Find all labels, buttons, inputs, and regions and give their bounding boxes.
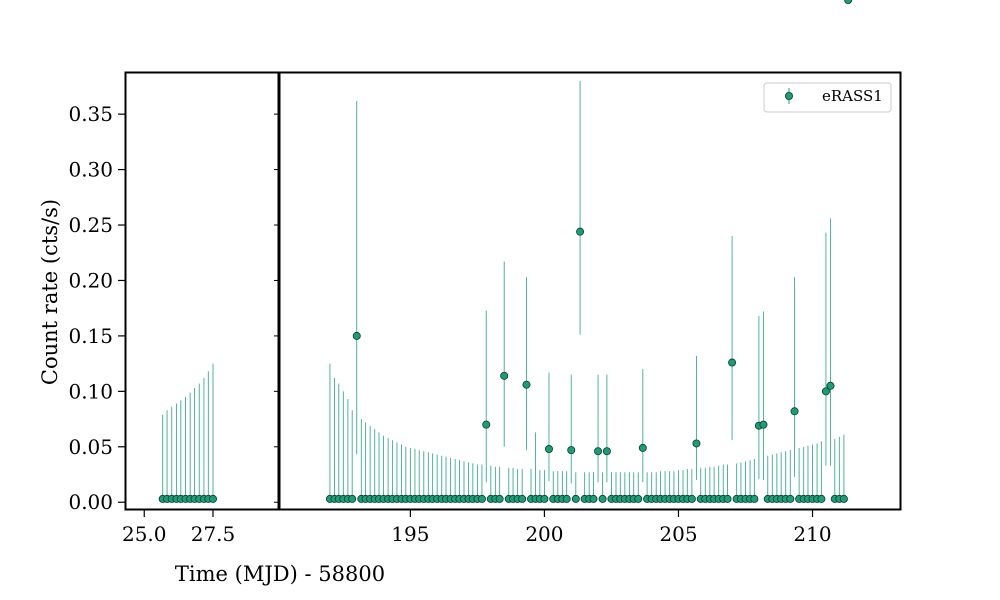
y-axis-title: Count rate (cts/s) [38, 199, 62, 385]
legend: eRASS1 [763, 82, 892, 113]
data-point [839, 494, 848, 503]
x-tick-label: 205 [659, 522, 697, 546]
right-panel-data [325, 0, 853, 503]
data-point [540, 494, 549, 503]
data-point [821, 387, 830, 396]
legend-box [763, 82, 892, 113]
data-point [602, 447, 611, 456]
data-point [759, 420, 768, 429]
data-point [348, 494, 357, 503]
left-panel-frame [124, 71, 280, 511]
data-point [522, 380, 531, 389]
y-tick-label: 0.00 [68, 490, 113, 514]
right-panel-y-ticks [274, 113, 279, 503]
data-point [687, 494, 696, 503]
data-point [598, 494, 607, 503]
x-tick-label: 27.5 [191, 522, 236, 546]
data-point [567, 446, 576, 455]
left-panel: 25.0 27.5 0.00 0.05 0.10 0.15 0.20 0.25 0.30 0.3… [68, 71, 280, 546]
x-tick-label: 25.0 [122, 522, 167, 546]
y-axis: 0.00 0.05 0.10 0.15 0.20 0.25 0.30 0.35 [68, 102, 125, 514]
y-tick-label: 0.25 [68, 213, 113, 237]
right-panel-frame [278, 71, 902, 511]
data-point [495, 494, 504, 503]
data-point [790, 407, 799, 416]
data-point [352, 331, 361, 340]
data-point [518, 494, 527, 503]
data-point [500, 371, 509, 380]
data-point [826, 381, 835, 390]
x-axis-title: Time (MJD) - 58800 [175, 562, 385, 586]
data-point [728, 358, 737, 367]
data-point [208, 494, 217, 503]
x-tick-label: 210 [793, 522, 831, 546]
data-point [723, 494, 732, 503]
data-point [477, 494, 486, 503]
y-tick-label: 0.35 [68, 102, 113, 126]
left-panel-data [158, 363, 217, 503]
data-point [844, 0, 853, 4]
x-tick-label: 195 [391, 522, 429, 546]
data-point [634, 494, 643, 503]
data-point [594, 447, 603, 456]
data-point [576, 227, 585, 236]
right-panel: 195 200 205 210 [274, 0, 902, 546]
data-point [817, 494, 826, 503]
legend-marker-swatch [785, 92, 794, 101]
y-tick-label: 0.05 [68, 435, 113, 459]
data-point [571, 494, 580, 503]
data-point [544, 445, 553, 454]
y-tick-label: 0.20 [68, 268, 113, 292]
data-point [692, 439, 701, 448]
left-panel-x-axis: 25.0 27.5 [122, 510, 235, 546]
data-point [562, 494, 571, 503]
y-tick-label: 0.10 [68, 379, 113, 403]
right-panel-x-axis: 195 200 205 210 [391, 510, 832, 546]
data-point [750, 494, 759, 503]
data-point [482, 420, 491, 429]
y-tick-label: 0.15 [68, 324, 113, 348]
data-point [589, 494, 598, 503]
data-point [638, 443, 647, 452]
x-tick-label: 200 [525, 522, 563, 546]
y-tick-label: 0.30 [68, 158, 113, 182]
legend-entry-eRASS1: eRASS1 [822, 87, 883, 105]
data-point [786, 494, 795, 503]
